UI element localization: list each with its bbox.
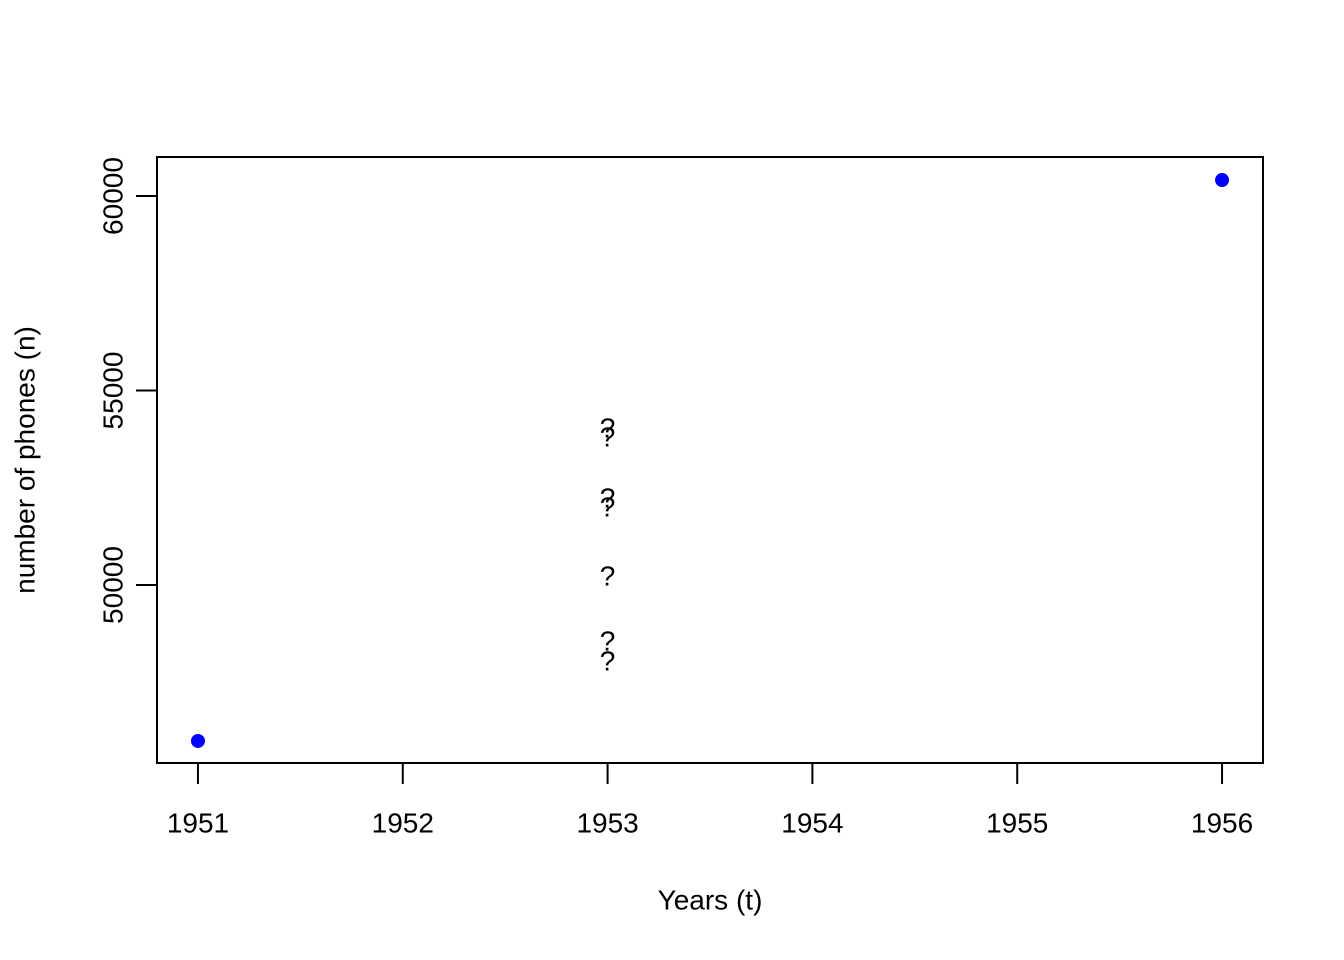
point: [190, 733, 205, 748]
x-axis-label: Years (t): [658, 885, 763, 916]
text-point: ?: [600, 626, 616, 657]
text-point: ?: [600, 492, 616, 523]
plot-frame: [156, 156, 1264, 764]
y-tick-label: 55000: [98, 352, 129, 430]
text-point: ?: [600, 413, 616, 444]
x-tick-label: 1953: [576, 808, 638, 839]
text-point: ?: [600, 561, 616, 592]
y-tick-label: 60000: [98, 157, 129, 235]
x-tick-label: 1951: [167, 808, 229, 839]
x-tick-label: 1954: [781, 808, 843, 839]
x-tick-label: 1952: [372, 808, 434, 839]
x-tick-label: 1955: [986, 808, 1048, 839]
point: [1215, 173, 1230, 188]
x-tick-label: 1956: [1191, 808, 1253, 839]
text-point: ?: [600, 482, 616, 513]
y-axis-label: number of phones (n): [10, 326, 41, 594]
text-point: ?: [600, 421, 616, 452]
text-point: ?: [600, 646, 616, 677]
y-tick-label: 50000: [98, 546, 129, 624]
